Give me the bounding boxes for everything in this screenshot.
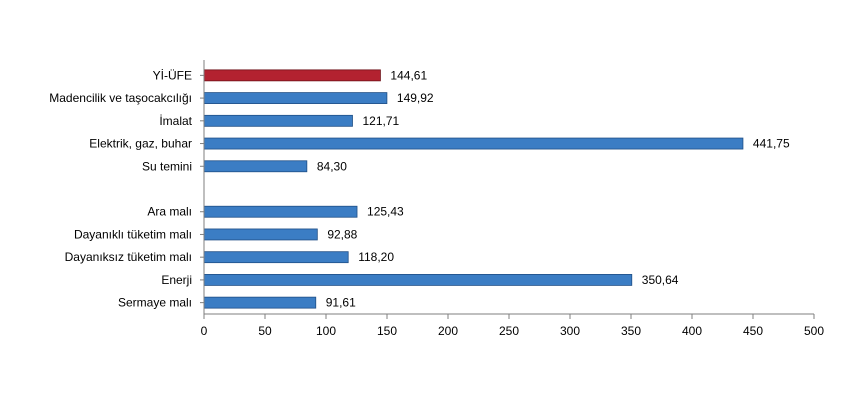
x-tick-label: 400 [682,324,702,338]
data-label: 149,92 [397,91,434,105]
bar [203,251,349,264]
x-tick-label: 500 [804,324,824,338]
x-tick-label: 0 [201,324,208,338]
category-label: Enerji [161,273,192,287]
data-label: 92,88 [327,227,357,241]
bars-layer: 144,61 149,92 121,71 441,75 84,30 125,43 92,88… [203,68,790,310]
category-label: Ara malı [147,205,192,219]
data-label: 118,20 [358,250,394,264]
category-label: Dayanıksız tüketim malı [65,250,192,264]
category-label: Su temini [142,159,192,173]
bar [203,92,388,104]
category-label: Dayanıklı tüketim malı [74,227,192,241]
bar [203,205,358,218]
x-tick-label: 350 [621,324,641,338]
data-label: 144,61 [390,68,427,82]
axis-layer: Yİ-ÜFE Madencilik ve taşocakcılığı İmalat E… [49,60,824,338]
data-label: 350,64 [642,273,679,287]
x-tick-label: 450 [743,324,763,338]
data-label: 121,71 [362,114,399,128]
bar [203,160,308,173]
data-label: 441,75 [753,137,790,151]
x-tick-label: 250 [499,324,519,338]
x-tick-label: 150 [377,324,397,338]
x-tick-label: 200 [438,324,458,338]
category-label: İmalat [159,114,192,128]
category-label: Elektrik, gaz, buhar [89,137,192,151]
category-label: Yİ-ÜFE [153,68,192,82]
category-label: Madencilik ve taşocakcılığı [49,91,192,105]
x-tick-label: 300 [560,324,580,338]
data-label: 125,43 [367,205,404,219]
bar [203,274,633,286]
data-label: 91,61 [326,296,356,310]
bar-highlight [203,69,381,82]
data-label: 84,30 [317,159,347,173]
bar [203,137,744,150]
category-label: Sermaye malı [118,296,192,310]
bar [203,228,318,241]
bar [203,114,353,127]
x-tick-label: 50 [258,324,272,338]
x-tick-label: 100 [316,324,336,338]
bar [203,296,317,309]
